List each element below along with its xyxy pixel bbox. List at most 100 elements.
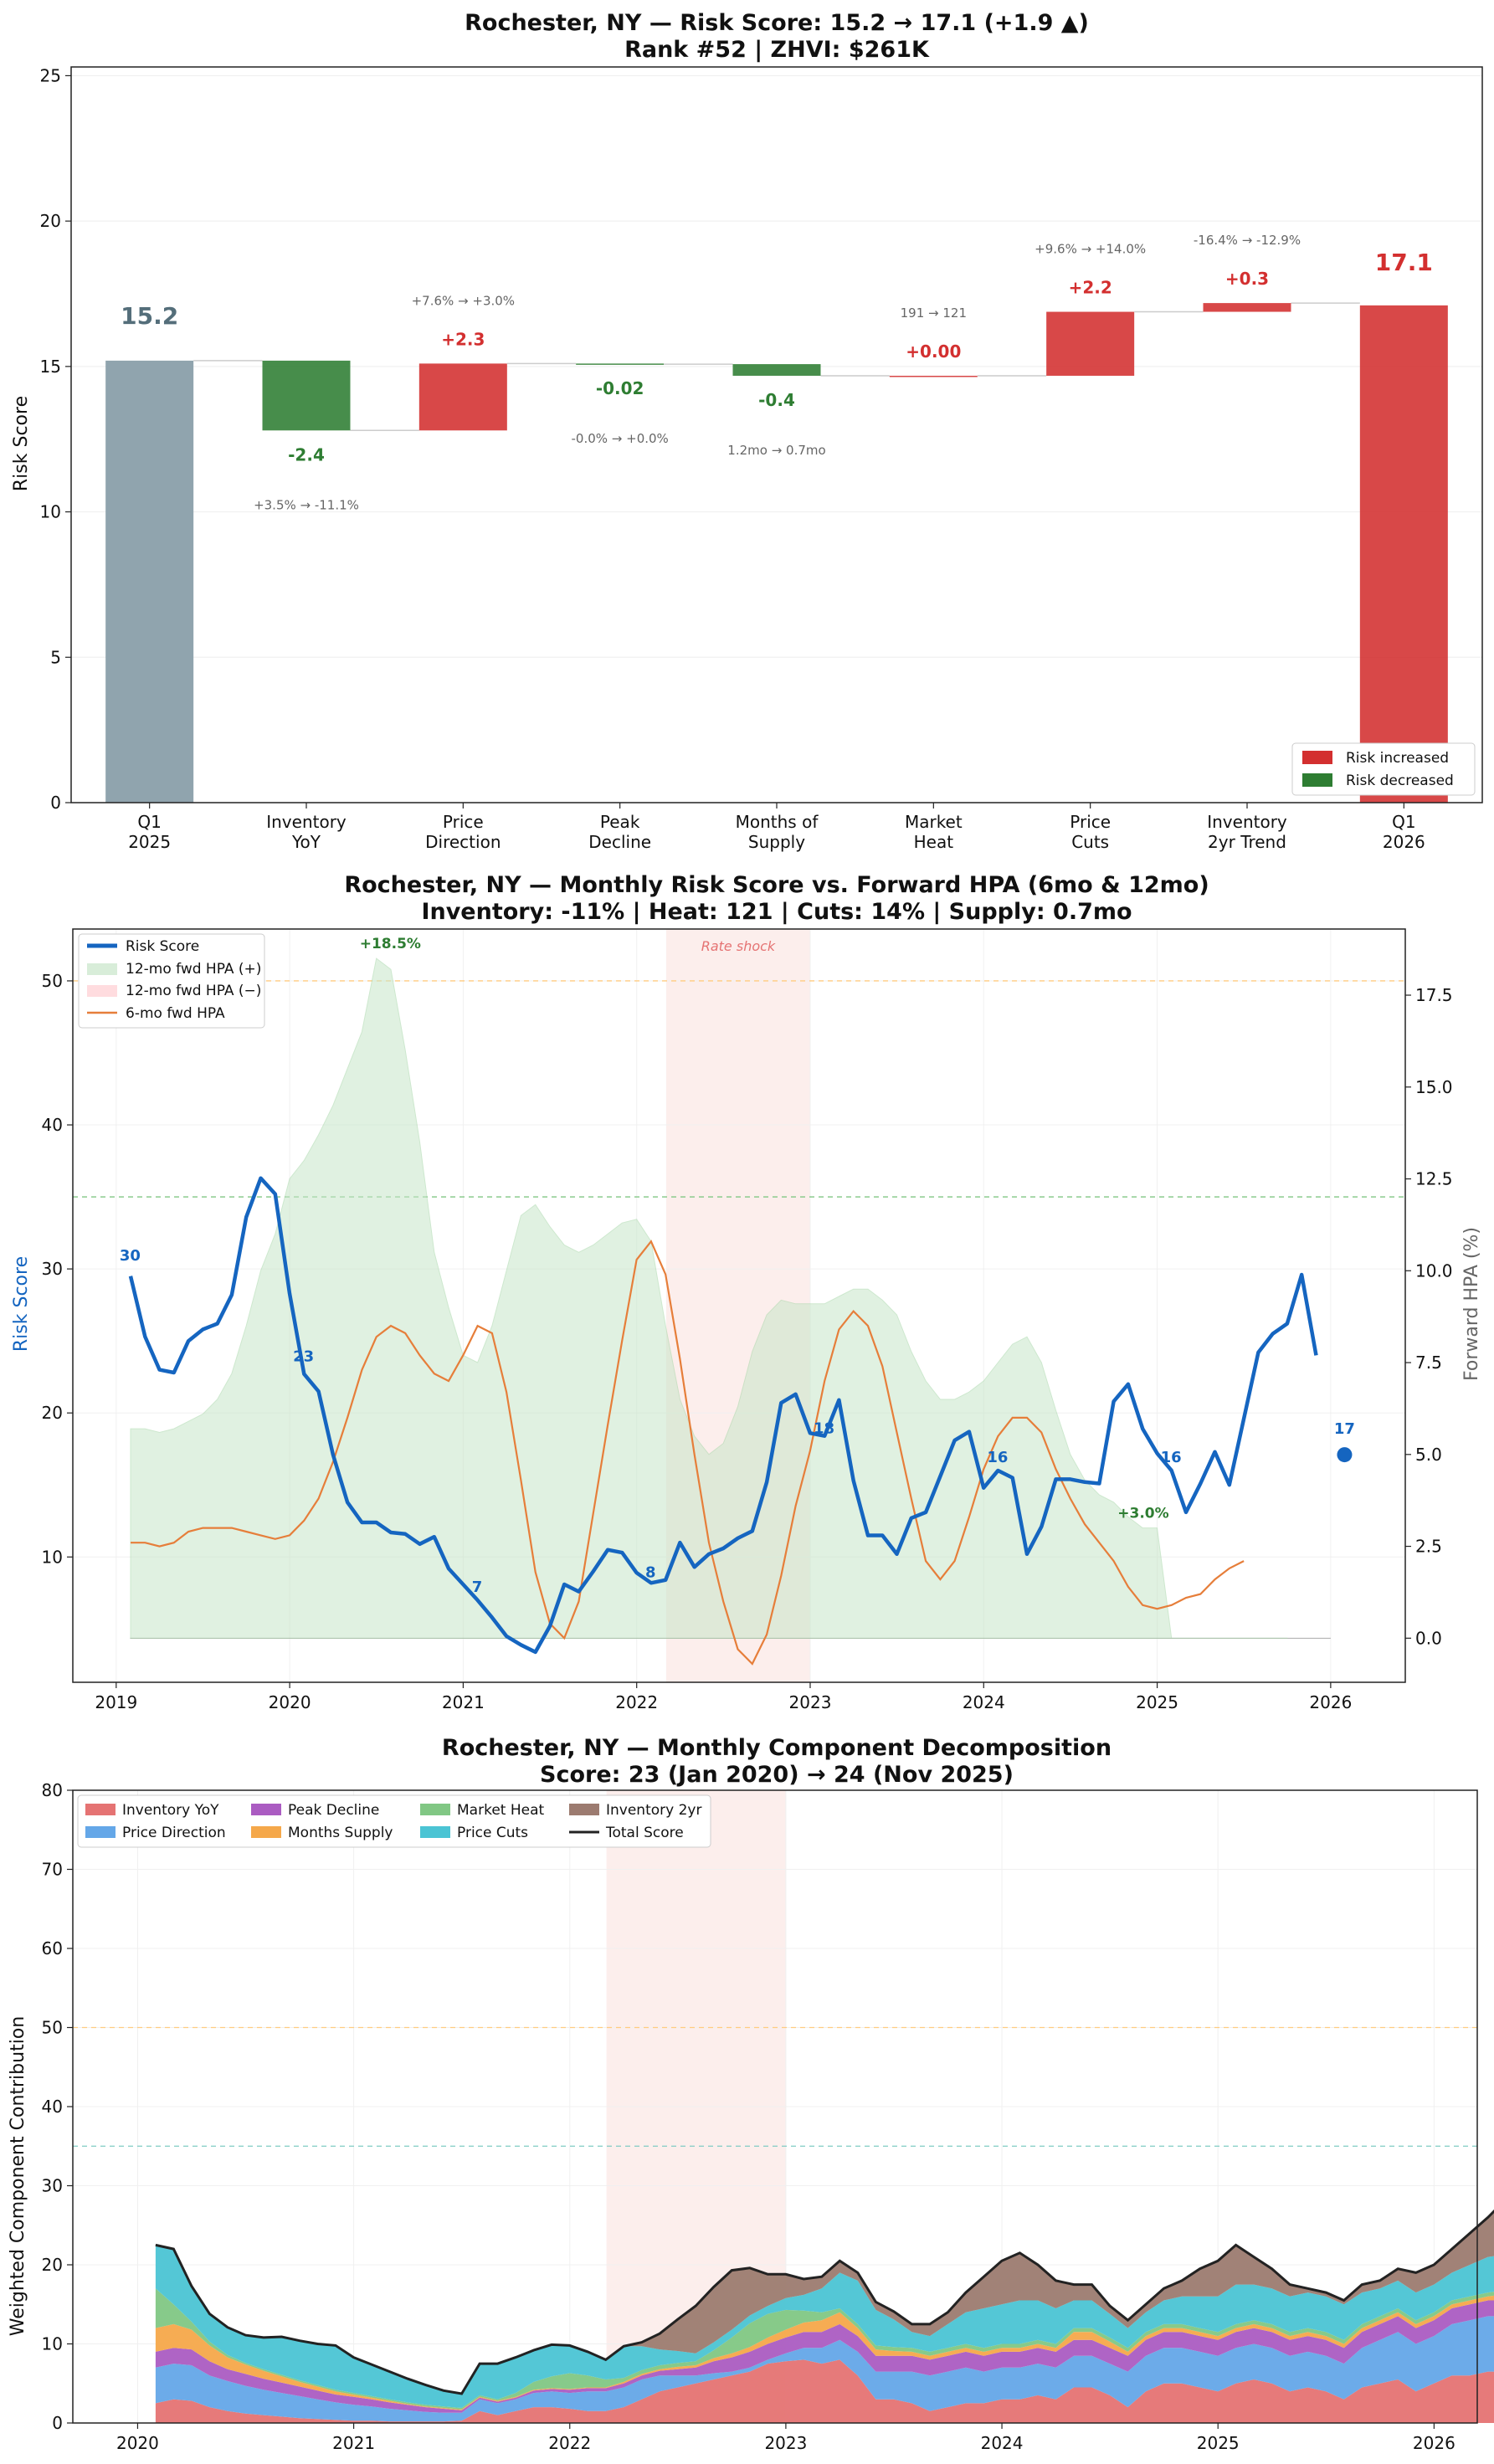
waterfall-x-tick-label: Inventory xyxy=(266,812,347,832)
waterfall-x-tick-label: Price xyxy=(1070,812,1111,832)
legend-label-peak-decline: Peak Decline xyxy=(288,1802,379,1819)
waterfall-detail-label: 191 → 121 xyxy=(901,305,967,321)
legend-label-hpa12-neg: 12-mo fwd HPA (−) xyxy=(126,983,261,999)
legend-swatch-price-cuts xyxy=(420,1826,450,1838)
hpa-legend: Risk Score 12-mo fwd HPA (+) 12-mo fwd H… xyxy=(78,933,265,1029)
risk-score-annotation: 8 xyxy=(645,1564,656,1582)
hpa-right-axis-label: Forward HPA (%) xyxy=(1461,1227,1482,1381)
risk-score-annotation: 16 xyxy=(1161,1449,1182,1466)
legend-label-price-cuts: Price Cuts xyxy=(457,1825,528,1841)
legend-label-total-score: Total Score xyxy=(605,1825,684,1841)
waterfall-x-tick-label: Months of xyxy=(736,812,819,832)
hpa-x-tick-label: 2023 xyxy=(789,1692,832,1712)
hpa-y-tick-label: 50 xyxy=(42,971,63,991)
waterfall-x-tick-label: Supply xyxy=(748,832,805,852)
waterfall-x-tick-label: Inventory xyxy=(1207,812,1287,832)
waterfall-detail-label: 1.2mo → 0.7mo xyxy=(727,443,825,458)
waterfall-title-line2: Rank #52 | ZHVI: $261K xyxy=(624,37,930,63)
legend-label-inventory-yoy: Inventory YoY xyxy=(122,1802,219,1819)
waterfall-value-label: +0.3 xyxy=(1225,269,1269,289)
hpa-title-line2: Inventory: -11% | Heat: 121 | Cuts: 14% … xyxy=(421,899,1132,925)
decomp-y-tick-label: 60 xyxy=(42,1938,63,1958)
waterfall-title-line1: Rochester, NY — Risk Score: 15.2 → 17.1 … xyxy=(465,10,1089,36)
legend-label-price-direction: Price Direction xyxy=(122,1825,226,1841)
decomp-x-tick-label: 2023 xyxy=(764,2433,807,2453)
waterfall-value-label: +2.2 xyxy=(1069,278,1112,298)
decomp-plot-frame xyxy=(72,1789,1478,2424)
hpa-y-tick-label: 20 xyxy=(42,1403,63,1423)
decomp-y-axis-label: Weighted Component Contribution xyxy=(8,2016,28,2336)
risk-score-annotation: 7 xyxy=(472,1578,483,1596)
waterfall-detail-label: +3.5% → -11.1% xyxy=(254,497,359,512)
waterfall-detail-label: +7.6% → +3.0% xyxy=(412,293,515,308)
waterfall-y-tick-label: 15 xyxy=(40,357,61,377)
decomp-y-tick-label: 10 xyxy=(42,2334,63,2354)
decomp-y-tick-label: 40 xyxy=(42,2097,63,2117)
waterfall-bar-end xyxy=(1359,305,1448,803)
waterfall-bar-start xyxy=(105,360,194,803)
waterfall-detail-label: +9.6% → +14.0% xyxy=(1035,242,1146,257)
legend-swatch-decrease xyxy=(1302,773,1332,787)
waterfall-bar-step xyxy=(418,363,507,431)
total-score-line xyxy=(155,2209,1494,2395)
waterfall-detail-label: -16.4% → -12.9% xyxy=(1194,233,1301,248)
hpa-y2-tick-label: 15.0 xyxy=(1415,1077,1453,1097)
risk-score-line xyxy=(128,1176,1318,1655)
hpa-legend-box xyxy=(78,933,265,1029)
component-area-market-heat xyxy=(155,2288,1494,2410)
hpa-y2-tick-label: 10.0 xyxy=(1415,1260,1453,1281)
hpa-x-tick-label: 2024 xyxy=(963,1692,1005,1712)
waterfall-x-tick-label: Peak xyxy=(600,812,640,832)
decomp-legend-box xyxy=(77,1794,711,1848)
current-score-label: 17 xyxy=(1334,1420,1355,1438)
hpa-title-line1: Rochester, NY — Monthly Risk Score vs. F… xyxy=(344,872,1209,898)
waterfall-bar-step xyxy=(1203,303,1291,312)
hpa-y2-tick-label: 2.5 xyxy=(1415,1537,1442,1557)
waterfall-x-tick-label: Market xyxy=(905,812,963,832)
decomp-y-tick-label: 30 xyxy=(42,2176,63,2196)
legend-swatch-hpa12-pos xyxy=(87,963,117,975)
hpa-left-axis-label: Risk Score xyxy=(11,1256,32,1352)
hpa-annotation: +18.5% xyxy=(360,936,421,952)
legend-label-hpa12-pos: 12-mo fwd HPA (+) xyxy=(126,961,261,978)
legend-label-increase: Risk increased xyxy=(1346,750,1449,767)
waterfall-y-tick-label: 10 xyxy=(40,502,61,522)
legend-label-market-heat: Market Heat xyxy=(457,1802,545,1819)
legend-swatch-inventory-yoy xyxy=(85,1804,116,1815)
hpa-y2-tick-label: 12.5 xyxy=(1415,1169,1453,1189)
waterfall-y-tick-label: 20 xyxy=(40,211,61,231)
waterfall-bar-step xyxy=(576,363,665,365)
waterfall-value-label: +0.00 xyxy=(906,341,961,362)
decomp-title-line1: Rochester, NY — Monthly Component Decomp… xyxy=(442,1735,1112,1761)
component-area-price-direction xyxy=(155,2316,1494,2422)
waterfall-value-label: -0.4 xyxy=(758,390,795,410)
waterfall-value-label-start: 15.2 xyxy=(121,302,178,330)
waterfall-chart: Rochester, NY — Risk Score: 15.2 → 17.1 … xyxy=(11,10,1483,852)
hpa-y2-tick-label: 5.0 xyxy=(1415,1445,1442,1465)
risk-score-annotation: 23 xyxy=(293,1348,314,1366)
decomp-y-tick-label: 70 xyxy=(42,1860,63,1880)
legend-label-inventory-2yr: Inventory 2yr xyxy=(606,1802,701,1819)
waterfall-x-tick-label: 2026 xyxy=(1383,832,1425,852)
waterfall-legend: Risk increased Risk decreased xyxy=(1291,742,1476,796)
decomp-y-tick-label: 20 xyxy=(42,2255,63,2275)
legend-swatch-market-heat xyxy=(420,1804,450,1815)
decomp-x-tick-label: 2024 xyxy=(981,2433,1024,2453)
hpa12-area xyxy=(130,957,1288,1639)
waterfall-x-tick-label: 2025 xyxy=(128,832,171,852)
waterfall-x-tick-label: 2yr Trend xyxy=(1208,832,1286,852)
hpa-annotation: +3.0% xyxy=(1117,1506,1168,1522)
hpa6-line xyxy=(131,1240,1245,1666)
legend-swatch-increase xyxy=(1302,751,1332,764)
risk-vs-hpa-chart: Rochester, NY — Monthly Risk Score vs. F… xyxy=(11,872,1482,1712)
waterfall-y-tick-label: 25 xyxy=(40,65,61,85)
legend-label-risk-score: Risk Score xyxy=(126,938,199,955)
hpa-x-tick-label: 2026 xyxy=(1309,1692,1352,1712)
hpa-y-tick-label: 30 xyxy=(42,1259,63,1279)
decomp-x-tick-label: 2020 xyxy=(116,2433,159,2453)
hpa-x-tick-label: 2020 xyxy=(269,1692,311,1712)
waterfall-bar-step xyxy=(1046,311,1135,376)
waterfall-value-label: -0.02 xyxy=(596,378,644,398)
hpa-y-tick-label: 10 xyxy=(42,1547,63,1567)
